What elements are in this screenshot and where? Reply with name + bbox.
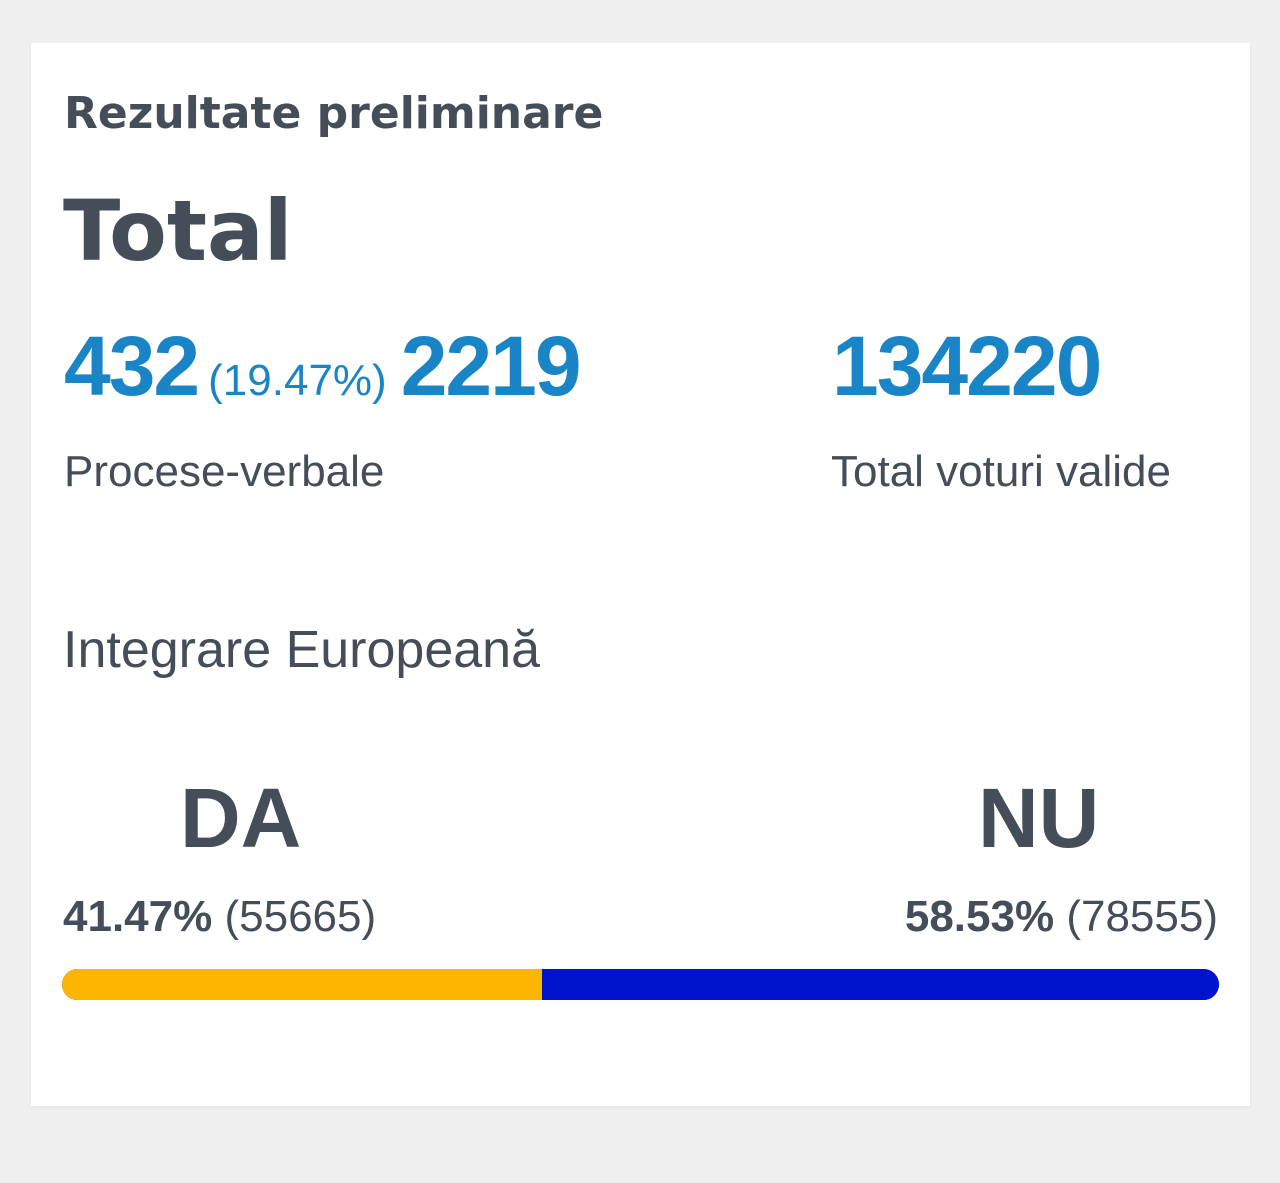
results-bar-no-segment xyxy=(541,969,1219,1000)
option-yes-result: 41.47% (55665) xyxy=(63,892,376,942)
valid-votes-total: 134220 xyxy=(832,319,1102,413)
question-title: Integrare Europeană xyxy=(63,621,541,679)
option-yes-count: (55665) xyxy=(224,892,377,941)
protocols-stats: 432 (19.47%) 2219 xyxy=(64,318,582,415)
section-title: Rezultate preliminare xyxy=(64,88,604,139)
valid-votes-label: Total voturi valide xyxy=(831,447,1171,496)
option-yes-percent: 41.47% xyxy=(63,892,213,941)
region-title: Total xyxy=(63,182,293,280)
option-no-label: NU xyxy=(978,771,1100,865)
option-yes-label: DA xyxy=(180,771,302,865)
option-no-count: (78555) xyxy=(1066,892,1218,941)
protocols-total: 2219 xyxy=(400,319,582,413)
protocols-label: Procese-verbale xyxy=(64,447,385,496)
results-card xyxy=(31,43,1250,1106)
valid-votes-stat: 134220 xyxy=(832,318,1102,415)
results-bar xyxy=(62,969,1219,1000)
protocols-processed-percent: (19.47%) xyxy=(208,356,387,405)
protocols-processed: 432 xyxy=(64,319,200,413)
option-no-result: 58.53% (78555) xyxy=(905,892,1218,942)
option-no-percent: 58.53% xyxy=(904,892,1055,941)
results-bar-yes-segment xyxy=(62,969,542,1000)
